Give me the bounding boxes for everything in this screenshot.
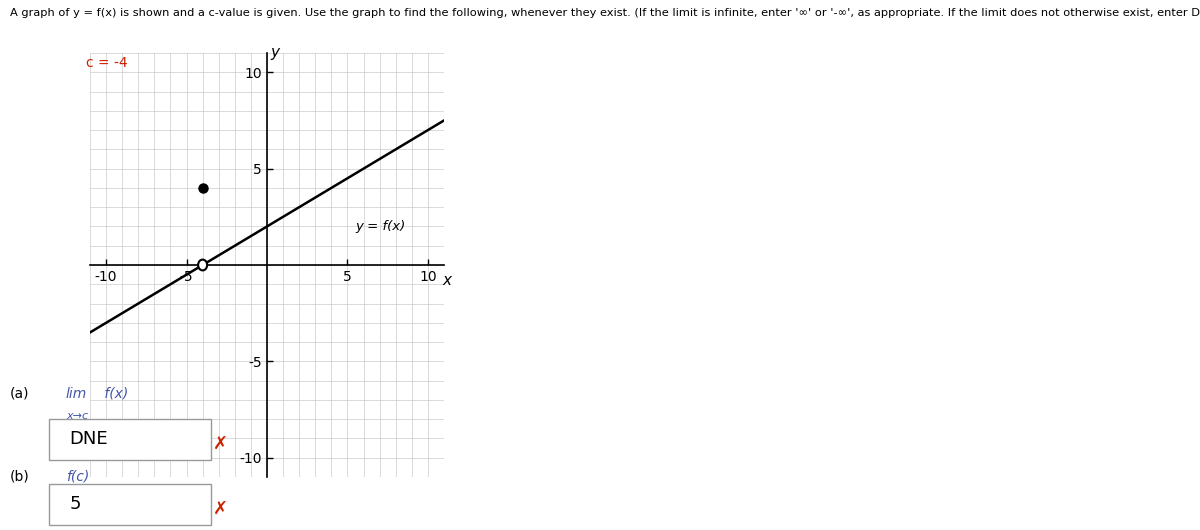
Text: ✗: ✗ [214, 500, 228, 518]
Text: f(x): f(x) [100, 387, 128, 401]
Text: x→c: x→c [66, 411, 88, 421]
Text: y = f(x): y = f(x) [355, 220, 406, 233]
Text: f(c): f(c) [66, 469, 89, 483]
Text: DNE: DNE [70, 430, 108, 448]
Text: (a): (a) [10, 387, 29, 401]
Text: lim: lim [66, 387, 88, 401]
Text: A graph of y = f(x) is shown and a c-value is given. Use the graph to find the f: A graph of y = f(x) is shown and a c-val… [10, 8, 1200, 18]
Text: y: y [270, 46, 280, 60]
Text: 5: 5 [70, 495, 82, 513]
Text: x: x [443, 273, 451, 288]
Text: ✗: ✗ [214, 435, 228, 453]
Text: c = -4: c = -4 [86, 56, 128, 69]
Circle shape [198, 260, 208, 270]
Text: (b): (b) [10, 469, 29, 483]
